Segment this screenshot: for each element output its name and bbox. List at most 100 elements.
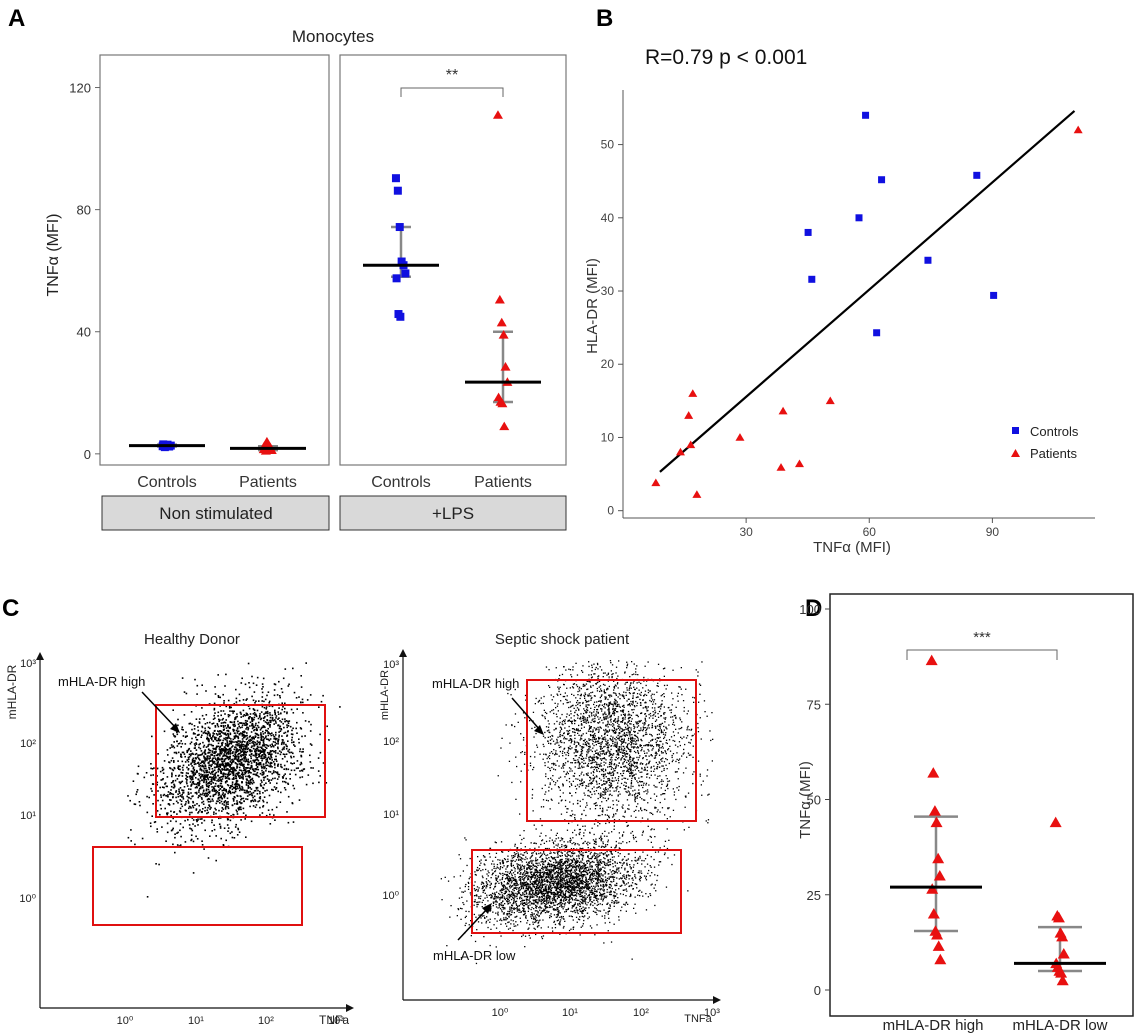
- panel-c-plot2-event: [461, 908, 463, 910]
- panel-c-plot1-event: [197, 754, 199, 756]
- panel-b-point-controls: [973, 171, 981, 179]
- panel-c-plot1-event: [267, 753, 270, 756]
- panel-c-plot1-event: [226, 812, 228, 814]
- panel-c-plot1-event: [251, 737, 253, 739]
- panel-c-plot2-event: [623, 770, 625, 772]
- panel-c-plot2-event: [588, 739, 590, 741]
- panel-c-plot1-event: [249, 771, 251, 774]
- panel-c-plot1-event: [272, 761, 275, 763]
- panel-c-plot2-event: [517, 853, 520, 856]
- panel-c-plot1-event: [233, 703, 236, 705]
- panel-c-plot2-event: [593, 769, 595, 771]
- panel-c-plot1-event: [262, 763, 265, 765]
- panel-c-plot2-event: [509, 897, 511, 899]
- panel-c-plot2-event: [652, 748, 654, 750]
- panel-c-plot1-event: [274, 713, 276, 716]
- panel-c-plot1-event: [227, 751, 229, 754]
- panel-c-plot2-event: [648, 869, 650, 872]
- panel-c-plot1-event: [218, 817, 220, 820]
- panel-c-plot1-event: [236, 811, 238, 813]
- panel-c-plot1-event: [214, 729, 216, 732]
- panel-c-plot2-event: [570, 738, 573, 740]
- panel-a-point: [496, 317, 507, 327]
- panel-c-plot2-event: [555, 750, 557, 752]
- panel-c-plot2-event: [656, 768, 658, 770]
- panel-c-plot2-event: [574, 909, 576, 912]
- panel-c-plot2-event: [635, 761, 637, 764]
- panel-c-plot2-event: [543, 861, 545, 863]
- panel-c-plot1-event: [209, 733, 211, 735]
- panel-c-plot2-event: [598, 786, 600, 788]
- panel-c-plot2-event: [534, 865, 537, 867]
- panel-c-plot2-event: [661, 752, 663, 754]
- panel-c-plot2-event: [597, 856, 599, 858]
- panel-c-plot2-event: [575, 916, 578, 918]
- panel-c-plot1-event: [256, 759, 259, 761]
- panel-c-plot1-event: [204, 792, 206, 795]
- panel-c-plot1-event: [264, 726, 266, 729]
- panel-c-plot1-event: [198, 789, 200, 792]
- panel-c-plot2-event: [593, 880, 595, 882]
- panel-c-plot1-event: [299, 727, 302, 729]
- panel-c-plot1-event: [201, 822, 203, 824]
- panel-c-plot2-event: [545, 869, 548, 871]
- panel-c-plot1-event: [239, 754, 242, 757]
- panel-c-plot1-event: [208, 791, 211, 794]
- panel-c-plot2-event: [579, 877, 581, 880]
- panel-c-plot1-event: [238, 699, 241, 702]
- panel-c-plot2-event: [558, 868, 560, 870]
- panel-c-plot1-event: [186, 795, 188, 798]
- panel-c-plot2-event: [580, 695, 582, 697]
- panel-c-plot2-event: [635, 773, 637, 775]
- panel-c-plot1-event: [196, 782, 199, 784]
- panel-c-plot1-event: [263, 706, 266, 709]
- panel-c-plot1-event: [216, 724, 219, 726]
- panel-c-plot1-event: [289, 725, 292, 728]
- panel-c-plot2-event: [561, 723, 563, 725]
- panel-c-plot2-event: [601, 795, 603, 797]
- panel-c-plot1-event: [205, 788, 208, 790]
- panel-c-plot1-event: [216, 754, 219, 756]
- panel-c-plot1-event: [205, 714, 208, 716]
- panel-c-plot1-event: [224, 806, 227, 809]
- panel-c-plot2-event: [597, 821, 599, 823]
- panel-c-plot2-event: [579, 875, 581, 877]
- panel-c-plot2-event: [575, 899, 577, 901]
- panel-b-point-patients: [692, 490, 702, 498]
- panel-c-plot2-event: [519, 909, 521, 911]
- panel-c-plot1-event: [194, 786, 197, 789]
- panel-c-plot1-event: [263, 752, 265, 754]
- panel-c-plot2-event: [568, 880, 571, 882]
- panel-c-plot2-event: [581, 865, 584, 867]
- panel-c-plot2-event: [564, 762, 567, 764]
- panel-c-plot1-event: [198, 787, 201, 790]
- panel-c-plot1-event: [207, 745, 209, 748]
- panel-c-plot2-event: [551, 893, 553, 895]
- panel-c-plot1-event: [221, 803, 224, 805]
- panel-c-plot2-event: [604, 696, 606, 698]
- panel-c-plot1-event: [219, 779, 221, 781]
- panel-c-plot2-event: [582, 715, 584, 717]
- panel-c-plot1-event: [179, 807, 182, 810]
- panel-c-plot1-event: [227, 801, 229, 803]
- panel-c-plot2-event: [586, 802, 588, 804]
- panel-c-plot1-event: [219, 777, 221, 779]
- panel-c-plot1-event: [249, 721, 252, 724]
- panel-c-plot2-event: [614, 901, 616, 904]
- panel-c-plot1-event: [317, 757, 320, 759]
- panel-b-point-patients: [675, 447, 685, 456]
- panel-c-plot1-event: [240, 682, 243, 684]
- panel-c-plot1-event: [150, 763, 152, 765]
- panel-c-plot2-event: [681, 755, 683, 757]
- panel-c-plot2-event: [485, 884, 488, 887]
- panel-c-plot2-event: [644, 713, 646, 715]
- panel-c-plot2-event: [588, 693, 590, 695]
- panel-c-plot1-event: [169, 792, 172, 794]
- panel-c-plot2-event: [504, 908, 506, 910]
- panel-c-plot1-event: [249, 805, 251, 808]
- panel-c-plot2-event: [610, 768, 613, 770]
- panel-c-plot1-event: [190, 775, 192, 778]
- panel-c-plot2-event: [613, 905, 615, 907]
- panel-c-plot1-event: [181, 780, 184, 783]
- panel-c-plot1-event: [213, 786, 215, 788]
